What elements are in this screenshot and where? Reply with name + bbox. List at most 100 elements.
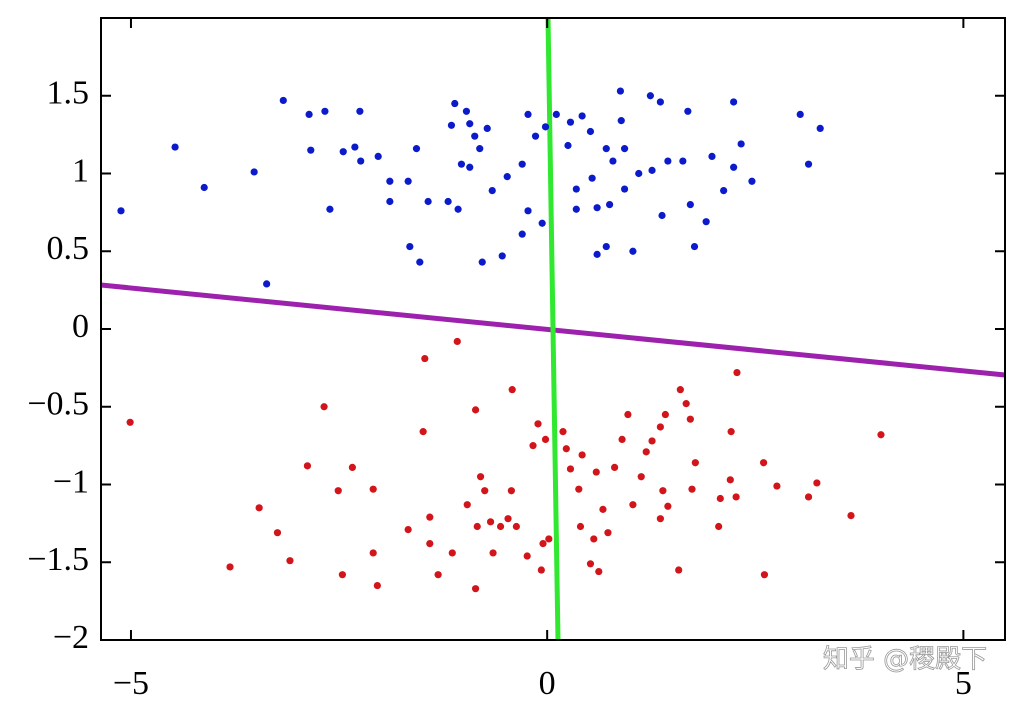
point (338, 571, 346, 579)
point (682, 400, 690, 408)
point (303, 462, 312, 470)
point (462, 107, 471, 115)
point (575, 485, 583, 493)
point (593, 204, 601, 212)
point (602, 145, 610, 153)
point (369, 549, 377, 557)
point (679, 157, 687, 165)
point (620, 145, 629, 153)
point (730, 163, 738, 171)
plot-area: −5 0 5 −2 −1.5 −1 −0.5 0 0.5 1 1.5 (27, 17, 1006, 702)
point (796, 110, 804, 119)
point (618, 435, 626, 444)
point (471, 132, 479, 140)
point (590, 535, 598, 543)
point (658, 211, 666, 220)
point (434, 571, 442, 579)
point (691, 459, 699, 467)
point (675, 566, 683, 574)
point (489, 549, 497, 557)
point (412, 145, 421, 153)
point (708, 152, 716, 160)
point (444, 197, 452, 206)
point (320, 403, 328, 411)
point (529, 442, 537, 450)
point (386, 197, 394, 206)
point (523, 552, 531, 560)
point (610, 463, 619, 471)
point (498, 252, 506, 260)
point (629, 247, 637, 255)
point (406, 242, 414, 251)
point (426, 539, 434, 548)
point (518, 230, 526, 238)
point (404, 177, 412, 185)
point (576, 522, 585, 531)
y-tick-label: −1 (53, 463, 89, 500)
point (496, 522, 505, 531)
point (804, 160, 813, 168)
point (592, 468, 600, 476)
point (727, 428, 735, 436)
point (588, 174, 596, 182)
point (656, 515, 664, 523)
point (620, 185, 629, 193)
y-tick-label: 1.5 (47, 75, 90, 112)
point (339, 148, 347, 156)
point (373, 581, 381, 590)
x-tick-label: 0 (539, 665, 556, 702)
point (733, 368, 741, 377)
y-tick-label: −2 (53, 619, 89, 656)
x-tick-label: 5 (955, 665, 972, 702)
point (369, 485, 377, 493)
point (507, 487, 515, 495)
point (348, 463, 356, 471)
point (624, 410, 632, 419)
point (572, 205, 580, 213)
point (476, 145, 484, 153)
point (559, 428, 567, 436)
point (730, 98, 738, 106)
point (171, 143, 179, 151)
point (629, 501, 637, 509)
watermark: 知乎 @稷殿下 (823, 645, 987, 675)
point (648, 166, 656, 174)
point (545, 535, 553, 543)
point (646, 92, 654, 100)
point (635, 169, 643, 178)
point (586, 560, 595, 568)
point (126, 418, 134, 426)
point (637, 473, 645, 481)
point (488, 187, 496, 195)
point (572, 185, 580, 193)
point (534, 420, 542, 428)
point (804, 493, 813, 501)
point (334, 487, 342, 495)
point (326, 205, 334, 213)
point (690, 242, 699, 251)
point (661, 410, 669, 419)
point (732, 493, 740, 501)
point (255, 504, 263, 512)
point (566, 118, 575, 126)
point (279, 96, 287, 105)
point (356, 107, 364, 115)
point (421, 354, 429, 363)
point (426, 513, 434, 521)
point (617, 117, 625, 125)
point (451, 99, 459, 108)
point (760, 571, 769, 579)
point (737, 140, 745, 148)
point (688, 485, 696, 493)
point (453, 337, 461, 346)
x-tick-label: −5 (113, 665, 149, 702)
point (541, 435, 550, 444)
point (616, 87, 625, 95)
point (404, 525, 412, 534)
point (578, 112, 586, 120)
point (606, 201, 614, 209)
point (466, 163, 474, 171)
point (656, 423, 664, 431)
